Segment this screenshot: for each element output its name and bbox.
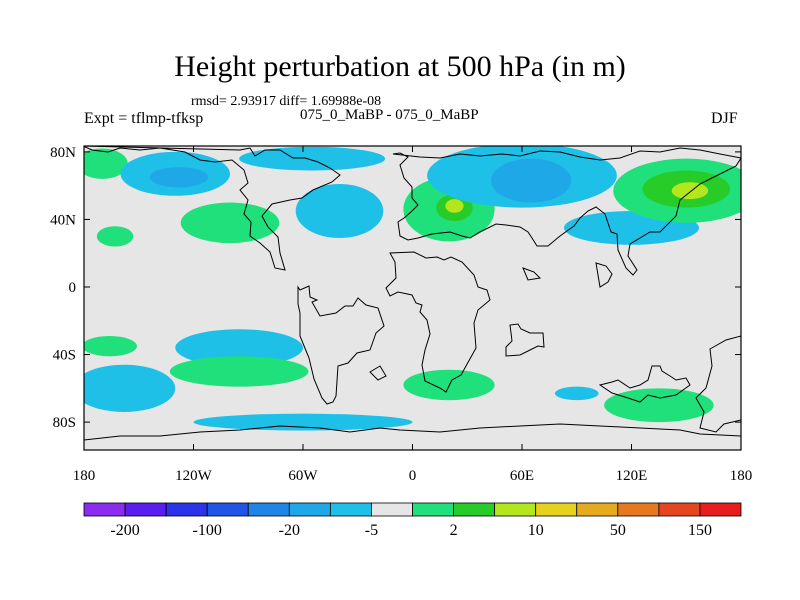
colorbar-swatch [412,502,454,517]
colorbar-label: 10 [528,522,544,539]
colorbar-label: -200 [110,522,139,539]
contour-green-top-left-south [84,335,137,357]
contour-cyan-arctic-north-america [239,146,386,171]
x-tick-label: 180 [73,468,96,484]
x-tick-label: 120W [175,468,213,484]
colorbar-swatch [288,502,331,517]
contour-cyan-southern-ocean [554,386,599,401]
colorbar-label: 50 [610,522,626,539]
contour-cyan-south-atlantic-edge [84,364,176,412]
x-tick-label: 120E [616,468,648,484]
coastline-8 [695,335,741,433]
colorbar-swatch [576,502,619,517]
coastline-9 [369,365,387,381]
y-tick-label: 80N [50,145,76,161]
season-label: DJF [711,110,738,127]
colorbar-swatch [165,502,208,517]
colorbar: -200 -100 -20 -5 2 10 50 150 [83,502,742,539]
contour-lime-north-pacific [671,182,709,200]
x-tick-label: 180 [730,468,753,484]
y-tick-label: 80S [53,415,76,431]
contour-cyan-antarctic [193,413,413,431]
colorbar-swatch [206,502,249,517]
x-tick-label: 0 [409,468,417,484]
x-tick-label: 60W [288,468,318,484]
colorbar-swatch [371,502,413,517]
contour-green-south-pacific-east [604,388,714,423]
colorbar-swatch [494,502,537,517]
coastline-10 [84,423,741,450]
y-tick-label: 40S [53,348,76,364]
map-panel: 180 120W 60W 0 60E 120E 180 80N 40N 0 40S 80S [50,145,752,484]
contour-green-top-left-edge [84,148,128,179]
colorbar-swatch [124,502,167,517]
stats-label: rmsd= 2.93917 diff= 1.69988e-08 [191,94,382,109]
colorbar-label: -20 [279,522,300,539]
contour-cyan-south-pacific [175,329,303,367]
colorbar-label: 2 [450,522,458,539]
axis-ticks: 180 120W 60W 0 60E 120E 180 80N 40N 0 40S 80S [50,145,752,484]
colorbar-label: -100 [193,522,222,539]
y-tick-label: 0 [69,280,77,296]
coastlines [84,146,741,450]
contour-lime-europe-center [445,199,464,213]
contour-green-w-pacific-small [96,226,134,247]
contour-green-south-pacific [169,356,309,387]
colorbar-swatch [699,502,742,517]
center-label: 075_0_MaBP - 075_0_MaBP [300,107,479,123]
contour-blue-west-n-pacific-core [149,167,209,188]
colorbar-label: 150 [688,522,712,539]
colorbar-swatch [535,502,578,517]
chart-title: Height perturbation at 500 hPa (in m) [174,50,626,83]
colorbar-swatch [617,502,660,517]
coastline-0 [297,285,385,405]
coastline-5 [595,262,613,288]
coastline-2 [505,323,545,357]
coastline-3 [84,146,341,271]
contour-blue-siberia-core [490,158,572,203]
colorbar-swatch [329,502,372,517]
colorbar-swatch [83,502,126,517]
contour-cyan-north-atlantic [295,183,384,239]
colorbar-swatch [247,502,290,517]
experiment-label: Expt = tflmp-tfksp [84,110,204,127]
colorbar-swatch [453,502,496,517]
coastline-6 [522,267,542,281]
colorbar-label: -5 [365,522,378,539]
colorbar-swatch [658,502,701,517]
contour-green-na-canada [180,202,280,244]
coastline-7 [598,365,691,403]
coastline-4 [392,147,741,276]
contour-regions [84,146,741,431]
y-tick-label: 40N [50,212,76,228]
x-tick-label: 60E [510,468,534,484]
coastline-1 [385,251,491,393]
